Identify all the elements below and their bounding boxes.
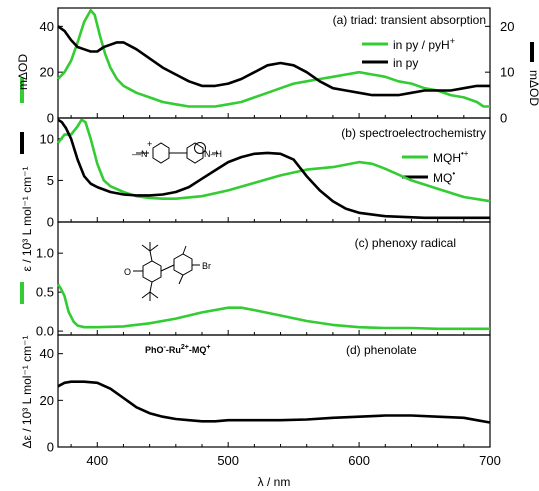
panel-b-series-0-line: [56, 118, 491, 203]
panel-d: (d) phenolate PhO--Ru2+-MQ+ Δε / 10³ L m…: [20, 334, 491, 455]
panel-a-legend: in py / pyH+ in py: [362, 36, 455, 70]
x-tick-label: 600: [348, 453, 370, 468]
panel-a-ylabel-left-text: mΔOD: [16, 54, 30, 90]
panel-b-label: (b) spectroelectrochemistry: [341, 126, 486, 140]
panel-c-ytick-label: 0.5: [36, 285, 54, 300]
struct-c-br: Br: [202, 261, 211, 271]
x-tick-label: 700: [479, 453, 501, 468]
panel-c-ytick-label: 1.0: [36, 246, 54, 261]
struct-b-left: —N: [132, 149, 148, 159]
panel-c-ylabel: ε / 10³ L mol⁻¹ cm⁻¹: [20, 167, 34, 272]
panel-a-ytick-label: 20: [40, 65, 54, 80]
plot-d: 0 20 40: [40, 346, 491, 455]
panel-a-label: (a) triad: transient absorption: [333, 13, 486, 27]
panel-b: (b) spectroelectrochemistry MQH•+ MQ• —N…: [20, 117, 491, 230]
plot-a: 0 20 40 0 10 20: [40, 9, 514, 126]
panel-d-series-0-line: [57, 380, 491, 424]
panel-a-ylabel-right-text: mΔOD: [527, 70, 539, 106]
panel-d-ytick-label: 40: [40, 346, 54, 361]
panel-c-ytick-label: 0.0: [36, 324, 54, 339]
x-tick-label: 400: [86, 453, 108, 468]
phenoxy-structure: [133, 242, 200, 301]
panel-d-ytick-label: 20: [40, 393, 54, 408]
panel-b-series-1-line: [57, 118, 490, 220]
legend-label-mqh: MQH•+: [433, 149, 469, 165]
panel-b-ytick-label: 5: [47, 173, 54, 188]
struct-b-charge: +: [147, 139, 152, 149]
legend-label-black: in py: [393, 56, 418, 70]
plot-c: 0.0 0.5 1.0: [36, 246, 491, 339]
plot-b: 0 5 10: [40, 118, 491, 230]
legend-label-mq: MQ•: [433, 169, 455, 185]
panel-d-ylabel: Δε / 10³ L mol⁻¹ cm⁻¹: [20, 336, 34, 449]
x-axis-title: λ / nm: [258, 475, 291, 489]
ylabel-green-bar: [20, 282, 24, 304]
panel-c-series-0-line: [56, 283, 490, 331]
legend-label-green: in py / pyH+: [393, 36, 455, 52]
panel-a-ytick-right-label: 20: [500, 19, 514, 34]
panel-a-series-1-line: [57, 25, 490, 97]
panel-a-ylabel-left: mΔOD: [16, 54, 30, 103]
panel-a-ytick-right-label: 10: [500, 65, 514, 80]
panel-b-legend: MQH•+ MQ•: [402, 149, 469, 185]
x-axis: 400 500 600 700: [86, 453, 500, 468]
ylabel-black-bar: [20, 132, 24, 154]
struct-d-formula: PhO--Ru2+-MQ+: [145, 344, 210, 355]
panel-b-ytick-label: 10: [40, 131, 54, 146]
x-tick-label: 500: [217, 453, 239, 468]
panel-a-series-0-line: [57, 9, 490, 108]
legend-swatch-black-ylabel: [530, 42, 534, 62]
panel-a-ytick-right-label: 0: [500, 111, 507, 126]
struct-b-right: N–H: [204, 149, 222, 159]
panel-d-label: (d) phenolate: [346, 343, 417, 357]
panel-d-frame: [57, 334, 491, 448]
panel-a-ylabel-right: mΔOD: [527, 42, 539, 106]
panel-a: (a) triad: transient absorption mΔOD mΔO…: [16, 7, 539, 126]
panel-b-ytick-label: 0: [47, 215, 54, 230]
panel-c: (c) phenoxy radical ε / 10³ L mol⁻¹ cm⁻¹…: [20, 167, 491, 339]
legend-swatch-green-ylabel: [20, 78, 24, 103]
methylquinolinium-structure: [136, 142, 218, 164]
panel-c-label: (c) phenoxy radical: [355, 236, 456, 250]
panel-d-ytick-label: 0: [47, 440, 54, 455]
panel-a-ytick-label: 40: [40, 19, 54, 34]
struct-c-o: O: [124, 267, 131, 277]
panel-a-ytick-label: 0: [47, 111, 54, 126]
